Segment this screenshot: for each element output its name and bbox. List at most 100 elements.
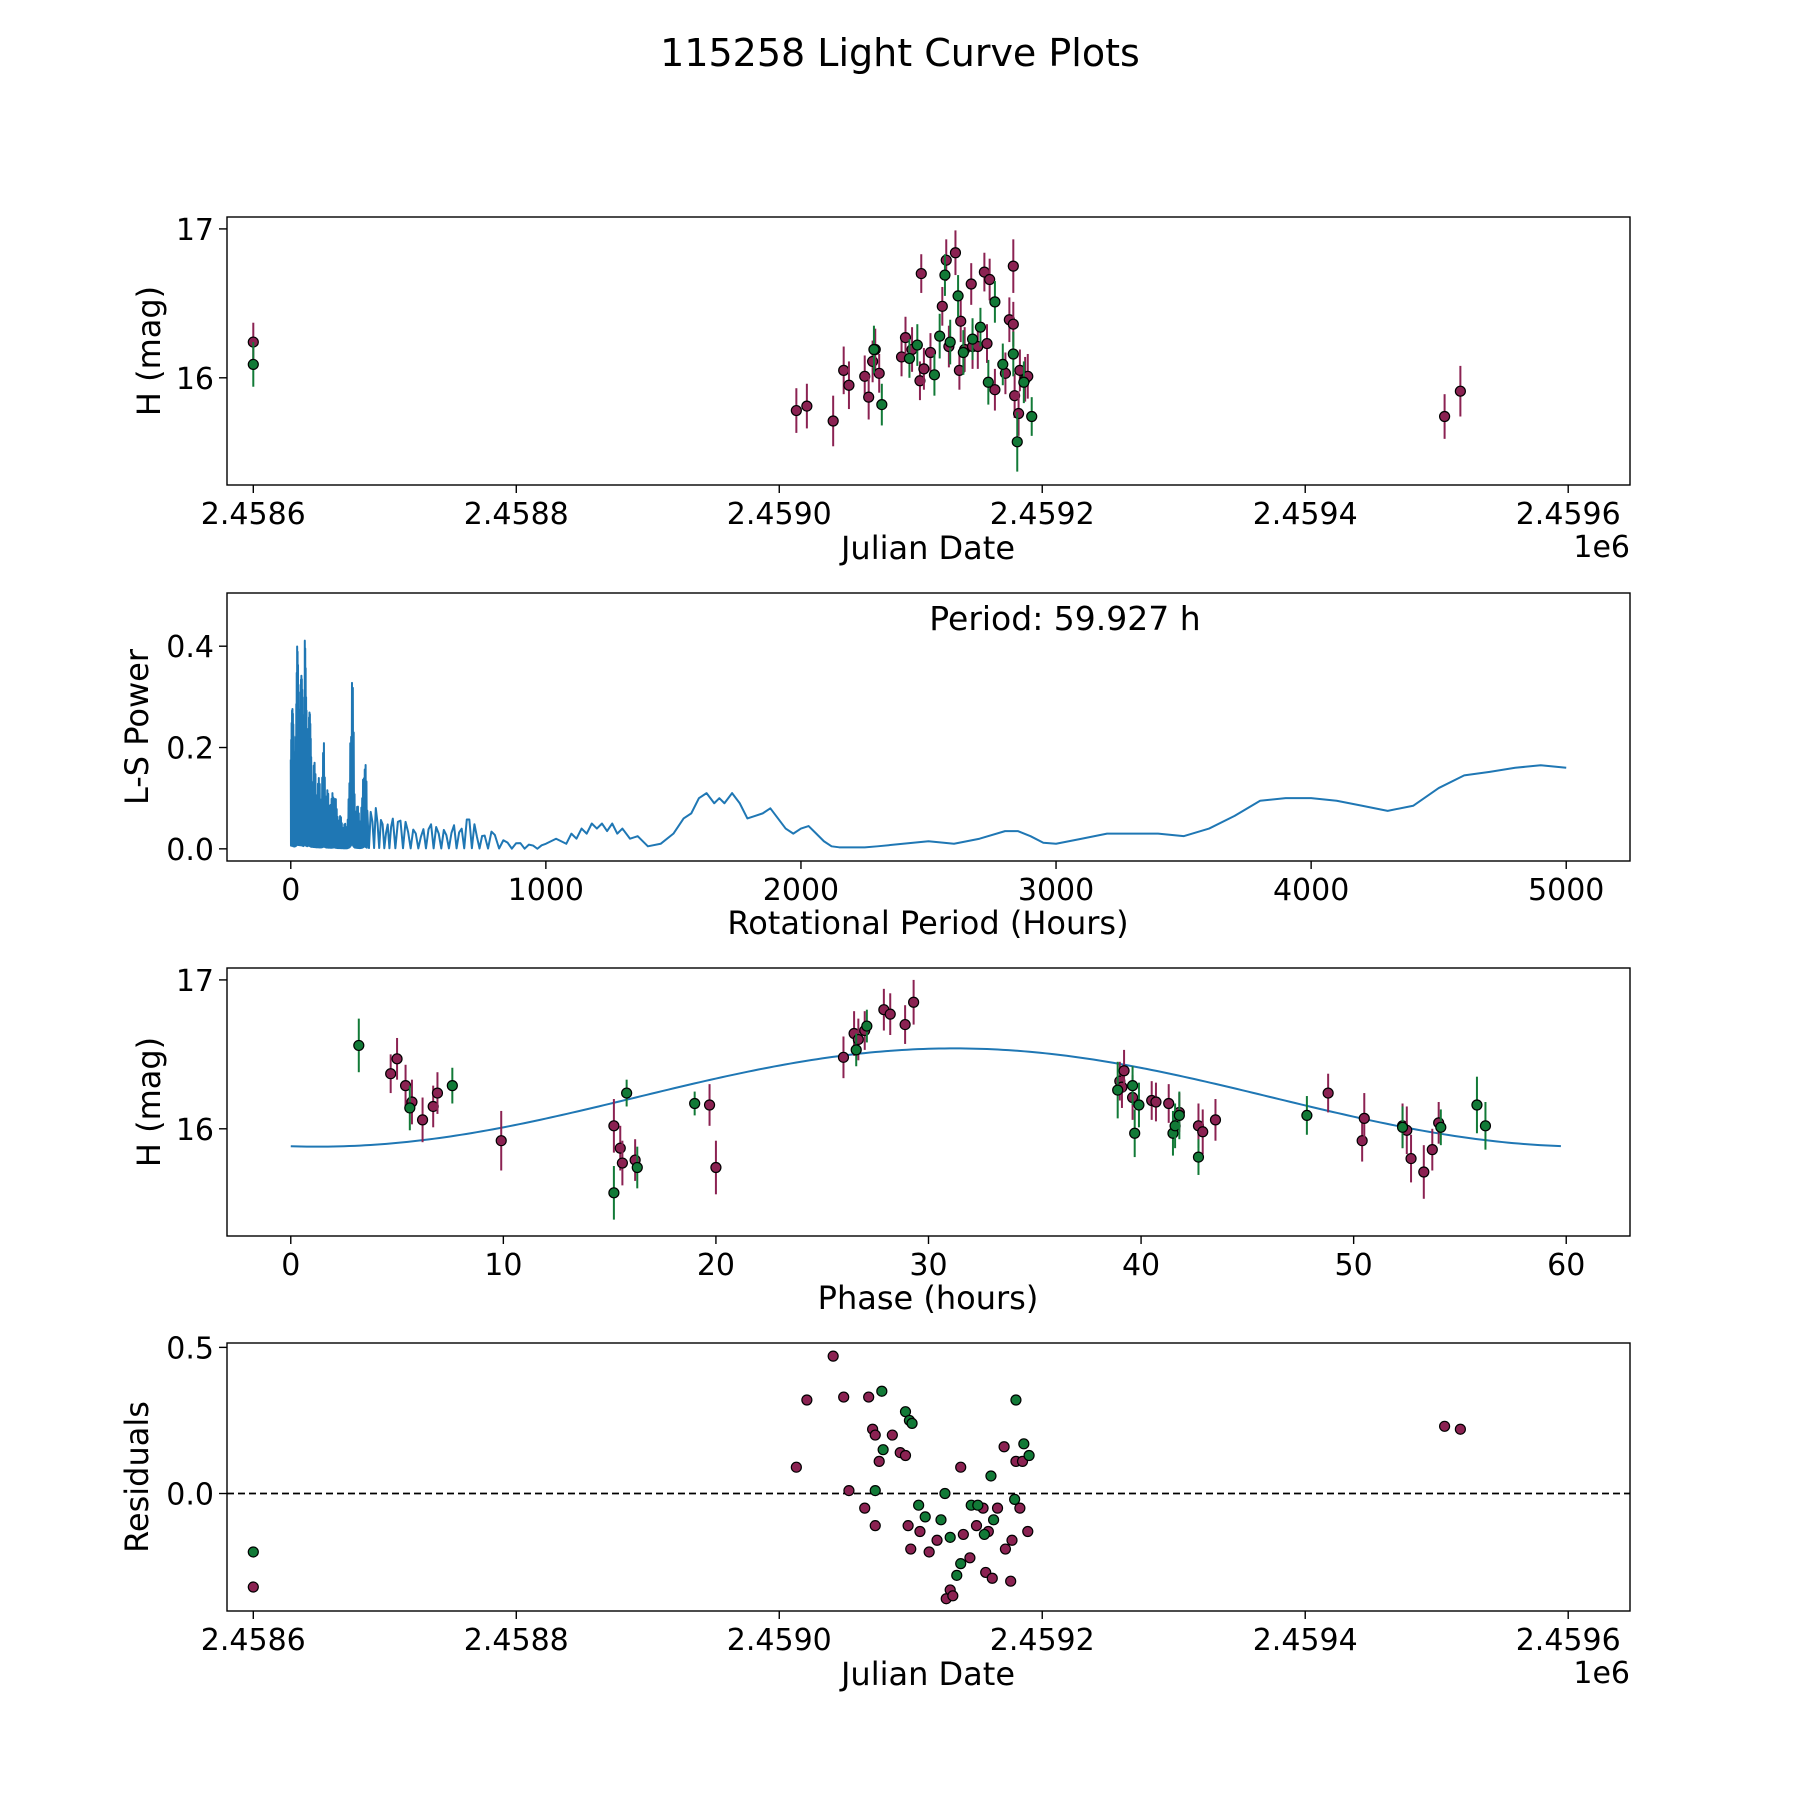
lightcurve-axes-frame bbox=[226, 216, 1631, 486]
red-data-point bbox=[914, 1525, 926, 1538]
red-data-point bbox=[837, 1051, 850, 1063]
green-data-point bbox=[955, 1558, 967, 1570]
green-data-point bbox=[944, 336, 956, 348]
panel-periodogram: 0 1000 2000 3000 4000 5000 0.0 0.2 0.4 Period: 5… bbox=[118, 592, 1631, 942]
red-data-point bbox=[863, 1391, 875, 1403]
green-data-point bbox=[1018, 1438, 1030, 1450]
red-data-point bbox=[915, 267, 927, 280]
green-data-point bbox=[974, 321, 987, 333]
red-data-point bbox=[1438, 1420, 1451, 1432]
red-data-point bbox=[869, 1520, 881, 1532]
red-data-point bbox=[998, 1441, 1010, 1453]
green-data-point bbox=[1471, 1099, 1483, 1111]
green-data-point bbox=[1126, 1080, 1139, 1092]
periodogram-axes-frame bbox=[226, 592, 1631, 862]
x-tick-label: 2.4586 bbox=[201, 497, 306, 532]
green-data-point bbox=[1018, 376, 1030, 388]
red-data-point bbox=[385, 1068, 397, 1080]
red-data-point bbox=[431, 1087, 444, 1099]
green-data-point bbox=[913, 1499, 925, 1511]
red-data-point bbox=[1358, 1112, 1370, 1124]
red-data-point bbox=[873, 1455, 885, 1467]
red-data-point bbox=[416, 1114, 429, 1126]
red-data-point bbox=[914, 375, 926, 387]
red-data-point bbox=[1163, 1097, 1175, 1110]
green-data-point bbox=[966, 333, 979, 345]
residuals-offset-text: 1e6 bbox=[1573, 1656, 1630, 1691]
red-data-point bbox=[843, 1484, 855, 1497]
red-data-point bbox=[1006, 1534, 1018, 1546]
x-tick-label: 2.4596 bbox=[1516, 1623, 1621, 1658]
red-data-point bbox=[608, 1120, 620, 1132]
green-data-point bbox=[1011, 436, 1023, 448]
red-data-point bbox=[247, 1581, 259, 1593]
green-data-point bbox=[919, 1511, 931, 1523]
x-tick-label: 3000 bbox=[1018, 873, 1094, 908]
green-data-point bbox=[997, 358, 1009, 370]
red-data-point bbox=[949, 247, 962, 259]
x-tick-label: 2.4594 bbox=[1253, 497, 1358, 532]
red-data-point bbox=[899, 332, 912, 344]
green-data-point bbox=[689, 1097, 701, 1110]
phased-ylabel: H (mag) bbox=[130, 1037, 168, 1167]
green-data-point bbox=[989, 296, 1001, 308]
green-data-point bbox=[404, 1102, 416, 1114]
x-tick-label: 20 bbox=[697, 1248, 735, 1283]
x-tick-label: 0 bbox=[281, 873, 300, 908]
panel-residuals: 2.4586 2.4588 2.4590 2.4592 2.4594 2.4596 0.0 0… bbox=[118, 1331, 1631, 1693]
lightcurve-ticks: 2.4586 2.4588 2.4590 2.4592 2.4594 2.4596 16 17 bbox=[176, 213, 1621, 532]
red-data-point bbox=[899, 1449, 912, 1462]
red-data-point bbox=[970, 1520, 983, 1532]
green-data-point bbox=[1133, 1099, 1145, 1111]
red-data-point bbox=[991, 1502, 1004, 1514]
red-data-point bbox=[827, 1350, 839, 1362]
green-data-point bbox=[1023, 1449, 1035, 1462]
red-data-point bbox=[1022, 1525, 1034, 1538]
x-tick-label: 2.4596 bbox=[1516, 497, 1621, 532]
red-data-point bbox=[703, 1099, 716, 1111]
red-data-point bbox=[964, 1552, 976, 1564]
green-data-point bbox=[446, 1080, 458, 1092]
phased-ticks: 0 10 20 30 40 50 60 16 17 bbox=[176, 964, 1586, 1283]
green-data-point bbox=[1129, 1127, 1141, 1139]
green-data-point bbox=[247, 1546, 259, 1558]
x-tick-label: 2.4592 bbox=[990, 497, 1095, 532]
red-data-point bbox=[1007, 260, 1019, 272]
green-data-point bbox=[1112, 1084, 1124, 1096]
lightcurve-points bbox=[247, 230, 1466, 472]
green-data-point bbox=[903, 352, 916, 365]
y-tick-label: 16 bbox=[176, 362, 214, 397]
green-data-point bbox=[982, 376, 994, 388]
green-data-point bbox=[934, 330, 946, 342]
red-data-point bbox=[843, 379, 855, 391]
green-data-point bbox=[957, 346, 969, 359]
lightcurve-ylabel: H (mag) bbox=[130, 286, 168, 416]
red-data-point bbox=[999, 1543, 1012, 1555]
red-data-point bbox=[790, 1461, 802, 1473]
red-data-point bbox=[391, 1053, 403, 1065]
green-data-point bbox=[1435, 1121, 1447, 1133]
red-data-point bbox=[947, 1590, 959, 1602]
red-data-point bbox=[1012, 407, 1025, 420]
periodogram-series bbox=[289, 639, 1567, 850]
green-data-point bbox=[985, 1470, 997, 1482]
x-tick-label: 2.4590 bbox=[727, 1623, 832, 1658]
red-data-point bbox=[863, 391, 875, 403]
green-data-point bbox=[608, 1187, 620, 1199]
green-data-point bbox=[952, 290, 964, 302]
green-data-point bbox=[1192, 1151, 1205, 1163]
y-tick-label: 0.4 bbox=[166, 630, 214, 665]
red-data-point bbox=[1209, 1114, 1222, 1126]
x-tick-label: 40 bbox=[1122, 1248, 1160, 1283]
green-data-point bbox=[1007, 348, 1019, 360]
red-data-point bbox=[852, 1033, 864, 1046]
residuals-ylabel: Residuals bbox=[118, 1401, 156, 1553]
red-data-point bbox=[859, 370, 871, 382]
x-tick-label: 60 bbox=[1547, 1248, 1585, 1283]
green-data-point bbox=[987, 1514, 1000, 1526]
sinusoid-fit-line bbox=[290, 1047, 1561, 1148]
y-tick-label: 0.5 bbox=[166, 1331, 214, 1366]
green-data-point bbox=[877, 1444, 889, 1456]
y-tick-label: 17 bbox=[176, 213, 214, 248]
red-data-point bbox=[965, 278, 977, 290]
